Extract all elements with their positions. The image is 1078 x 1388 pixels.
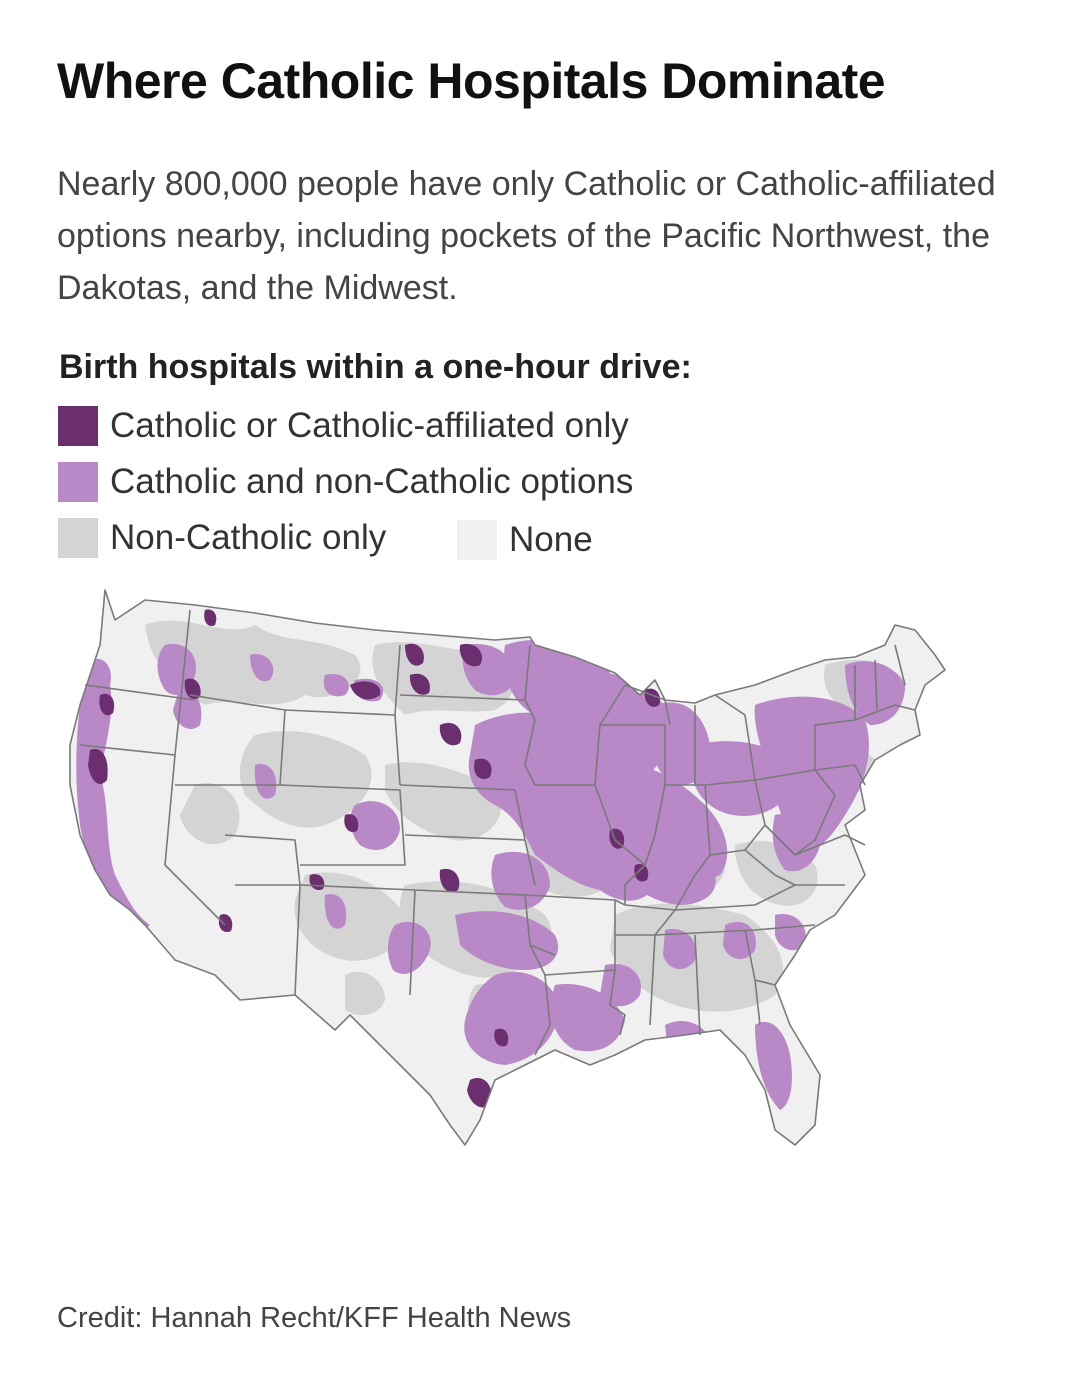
us-map <box>69 589 946 1146</box>
legend-label-catholic-and-non-catholic: Catholic and non-Catholic options <box>110 462 634 501</box>
catholic-and-non-catholic-regions <box>76 639 905 1110</box>
legend-swatch-catholic-and-non-catholic <box>58 462 98 502</box>
legend-swatch-non-catholic-only <box>58 518 98 558</box>
legend-label-catholic-only: Catholic or Catholic-affiliated only <box>110 406 629 445</box>
legend-label-non-catholic-only: Non-Catholic only <box>110 518 387 557</box>
legend-item-catholic-and-non-catholic: Catholic and non-Catholic options <box>58 462 633 502</box>
chart-title: Where Catholic Hospitals Dominate <box>57 53 886 109</box>
legend-label-none: None <box>509 520 593 559</box>
state-borders <box>69 589 946 1146</box>
chart-subtitle: Nearly 800,000 people have only Catholic… <box>57 165 996 307</box>
legend-title: Birth hospitals within a one-hour drive: <box>59 348 692 386</box>
credit-line: Credit: Hannah Recht/KFF Health News <box>57 1302 572 1334</box>
legend-swatch-catholic-only <box>58 406 98 446</box>
legend-item-catholic-only: Catholic or Catholic-affiliated only <box>58 406 629 446</box>
legend-swatch-none <box>457 520 497 560</box>
legend-item-none: None <box>457 520 593 560</box>
legend-item-non-catholic-only: Non-Catholic only <box>58 518 386 558</box>
